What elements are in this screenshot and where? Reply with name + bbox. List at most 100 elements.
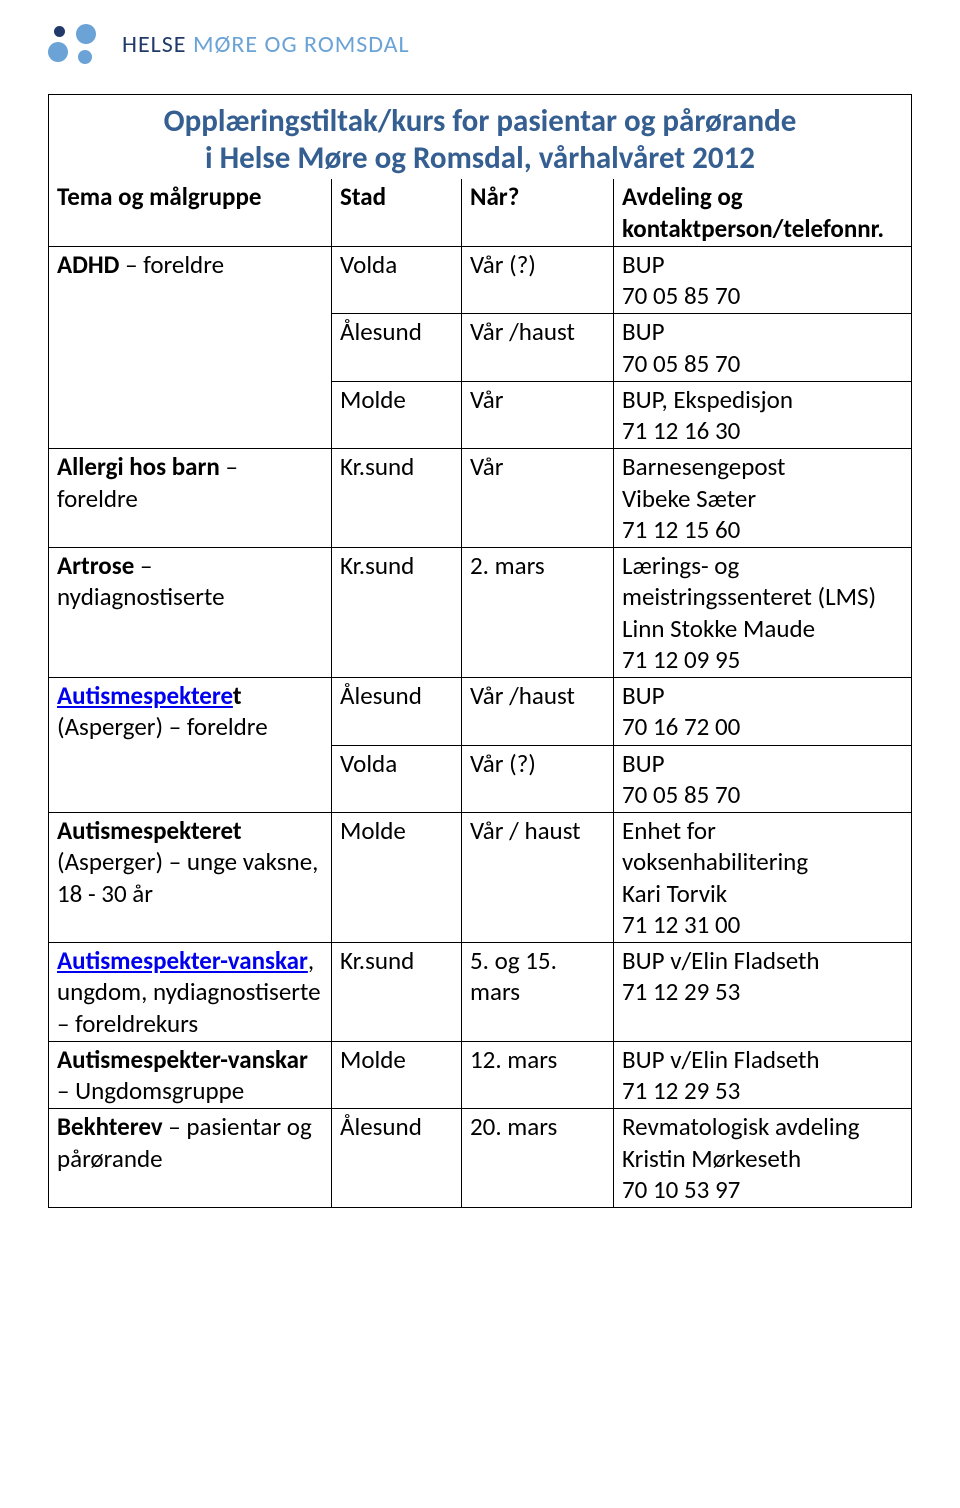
cell-stad: Volda	[332, 745, 462, 813]
logo-text: HELSE MØRE OG ROMSDAL	[122, 33, 410, 57]
cell-kontakt: Barnesengepost Vibeke Sæter 71 12 15 60	[614, 449, 912, 548]
table-title-line2: i Helse Møre og Romsdal, vårhalvåret 201…	[53, 140, 907, 177]
cell-stad: Molde	[332, 813, 462, 943]
logo-text-dark: HELSE	[122, 30, 193, 59]
kontakt-line: BUP	[622, 748, 903, 779]
tema-rest: – Ungdomsgruppe	[57, 1075, 244, 1106]
kontakt-line: Lærings- og meistringssenteret (LMS)	[622, 550, 903, 613]
tema-bold: Artrose	[57, 550, 134, 581]
kontakt-line: 71 12 29 53	[622, 1075, 903, 1106]
cell-tema: Autismespekter-vanskar – Ungdomsgruppe	[49, 1041, 332, 1109]
logo-dot-icon	[78, 50, 92, 64]
kontakt-line: BUP, Ekspedisjon	[622, 384, 903, 415]
tema-bold: Allergi hos barn	[57, 451, 220, 482]
cell-tema: ADHD – foreldre	[49, 246, 332, 449]
cell-tema: Autismespekteret (Asperger) – foreldre	[49, 678, 332, 813]
tema-rest: – foreldre	[119, 249, 224, 280]
kontakt-line: Enhet for voksenhabilitering	[622, 815, 903, 878]
table-row: Artrose – nydiagnostiserte Kr.sund 2. ma…	[49, 548, 912, 678]
kontakt-line: 71 12 29 53	[622, 976, 903, 1007]
logo-dot-icon	[48, 42, 68, 62]
cell-nar: 5. og 15. mars	[462, 943, 614, 1042]
table-row: Autismespekter-vanskar – Ungdomsgruppe M…	[49, 1041, 912, 1109]
cell-tema: Autismespekter-vanskar, ungdom, nydiagno…	[49, 943, 332, 1042]
cell-kontakt: Enhet for voksenhabilitering Kari Torvik…	[614, 813, 912, 943]
kontakt-line: 70 05 85 70	[622, 280, 903, 311]
cell-nar: Vår /haust	[462, 678, 614, 746]
kontakt-line: Kari Torvik	[622, 878, 903, 909]
kontakt-line: 70 05 85 70	[622, 348, 903, 379]
cell-nar: Vår	[462, 381, 614, 449]
cell-kontakt: BUP v/Elin Fladseth 71 12 29 53	[614, 1041, 912, 1109]
kontakt-line: Kristin Mørkeseth	[622, 1143, 903, 1174]
cell-nar: Vår	[462, 449, 614, 548]
cell-nar: Vår (?)	[462, 246, 614, 314]
kontakt-line: 71 12 16 30	[622, 415, 903, 446]
logo-dot-icon	[54, 26, 65, 37]
cell-stad: Ålesund	[332, 1109, 462, 1208]
col-header-kontakt: Avdeling og kontaktperson/telefonnr.	[614, 179, 912, 246]
col-header-nar: Når?	[462, 179, 614, 246]
table-header-row: Tema og målgruppe Stad Når? Avdeling og …	[49, 179, 912, 246]
logo-mark	[48, 24, 108, 66]
kontakt-line: 70 10 53 97	[622, 1174, 903, 1205]
cell-stad: Kr.sund	[332, 943, 462, 1042]
cell-kontakt: BUP 70 16 72 00	[614, 678, 912, 746]
cell-stad: Ålesund	[332, 314, 462, 382]
cell-stad: Volda	[332, 246, 462, 314]
cell-kontakt: BUP 70 05 85 70	[614, 246, 912, 314]
kontakt-line: BUP v/Elin Fladseth	[622, 1044, 903, 1075]
table-row: ADHD – foreldre Volda Vår (?) BUP 70 05 …	[49, 246, 912, 314]
cell-tema: Allergi hos barn – foreldre	[49, 449, 332, 548]
col-header-stad: Stad	[332, 179, 462, 246]
cell-nar: Vår / haust	[462, 813, 614, 943]
kontakt-line: 70 05 85 70	[622, 779, 903, 810]
tema-bold: Autismespekteret	[57, 815, 242, 846]
tema-rest: (Asperger) – unge vaksne, 18 - 30 år	[57, 846, 318, 908]
kontakt-line: 71 12 31 00	[622, 909, 903, 940]
tema-rest: (Asperger) – foreldre	[57, 711, 268, 742]
table-row: Bekhterev – pasientar og pårørande Ålesu…	[49, 1109, 912, 1208]
kontakt-line: 70 16 72 00	[622, 711, 903, 742]
cell-nar: 2. mars	[462, 548, 614, 678]
kontakt-line: BUP	[622, 249, 903, 280]
tema-link[interactable]: Autismespekter-vanskar	[57, 945, 308, 976]
kontakt-line: 71 12 15 60	[622, 514, 903, 545]
cell-tema: Artrose – nydiagnostiserte	[49, 548, 332, 678]
cell-stad: Kr.sund	[332, 548, 462, 678]
cell-nar: Vår (?)	[462, 745, 614, 813]
cell-tema: Autismespekteret (Asperger) – unge vaksn…	[49, 813, 332, 943]
cell-kontakt: BUP v/Elin Fladseth 71 12 29 53	[614, 943, 912, 1042]
table-title-row: Opplæringstiltak/kurs for pasientar og p…	[49, 95, 912, 180]
cell-tema: Bekhterev – pasientar og pårørande	[49, 1109, 332, 1208]
tema-bold: Bekhterev	[57, 1111, 163, 1142]
courses-table: Opplæringstiltak/kurs for pasientar og p…	[48, 94, 912, 1208]
kontakt-line: Barnesengepost	[622, 451, 903, 482]
logo-text-light: MØRE OG ROMSDAL	[193, 30, 410, 59]
table-row: Allergi hos barn – foreldre Kr.sund Vår …	[49, 449, 912, 548]
table-title-line1: Opplæringstiltak/kurs for pasientar og p…	[53, 103, 907, 140]
logo-dot-icon	[76, 24, 96, 44]
cell-kontakt: BUP 70 05 85 70	[614, 745, 912, 813]
tema-link[interactable]: Autismespektere	[57, 680, 233, 711]
table-row: Autismespekteret (Asperger) – foreldre Å…	[49, 678, 912, 746]
cell-nar: 12. mars	[462, 1041, 614, 1109]
kontakt-line: Vibeke Sæter	[622, 483, 903, 514]
tema-bold: Autismespekter-vanskar	[57, 1044, 308, 1075]
kontakt-line: BUP v/Elin Fladseth	[622, 945, 903, 976]
tema-after-link: t	[233, 680, 242, 711]
page-header: HELSE MØRE OG ROMSDAL	[48, 24, 912, 66]
kontakt-line: Revmatologisk avdeling	[622, 1111, 903, 1142]
cell-kontakt: BUP 70 05 85 70	[614, 314, 912, 382]
kontakt-line: BUP	[622, 680, 903, 711]
cell-stad: Molde	[332, 1041, 462, 1109]
cell-stad: Ålesund	[332, 678, 462, 746]
table-row: Autismespekter-vanskar, ungdom, nydiagno…	[49, 943, 912, 1042]
cell-nar: Vår /haust	[462, 314, 614, 382]
kontakt-line: 71 12 09 95	[622, 644, 903, 675]
table-row: Autismespekteret (Asperger) – unge vaksn…	[49, 813, 912, 943]
cell-nar: 20. mars	[462, 1109, 614, 1208]
col-header-tema: Tema og målgruppe	[49, 179, 332, 246]
cell-stad: Molde	[332, 381, 462, 449]
cell-kontakt: Lærings- og meistringssenteret (LMS) Lin…	[614, 548, 912, 678]
